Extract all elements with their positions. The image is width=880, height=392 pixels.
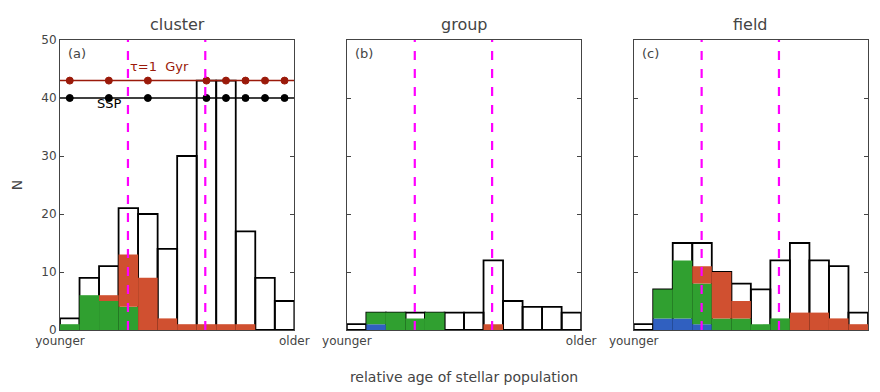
svg-text:SSP: SSP — [97, 96, 122, 111]
svg-text:cluster: cluster — [150, 15, 205, 34]
svg-text:(c): (c) — [642, 46, 659, 61]
svg-text:(a): (a) — [68, 46, 86, 61]
svg-text:younger: younger — [322, 334, 372, 348]
svg-text:0: 0 — [49, 323, 57, 337]
svg-text:older: older — [279, 334, 310, 348]
svg-text:group: group — [441, 15, 487, 34]
svg-text:20: 20 — [41, 207, 56, 221]
svg-text:10: 10 — [41, 265, 56, 279]
svg-text:50: 50 — [41, 33, 56, 47]
svg-text:30: 30 — [41, 149, 56, 163]
svg-text:younger: younger — [609, 334, 659, 348]
svg-text:40: 40 — [41, 91, 56, 105]
svg-text:younger: younger — [35, 334, 85, 348]
svg-text:relative age of stellar popula: relative age of stellar population — [350, 369, 578, 385]
svg-text:field: field — [733, 15, 768, 34]
svg-text:older: older — [566, 334, 597, 348]
svg-text:τ=1 Gyr: τ=1 Gyr — [130, 59, 189, 74]
svg-text:N: N — [9, 180, 25, 190]
svg-text:(b): (b) — [355, 46, 373, 61]
